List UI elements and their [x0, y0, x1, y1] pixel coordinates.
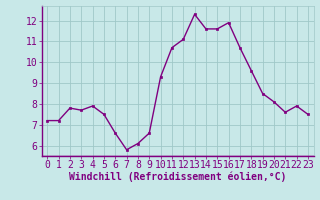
X-axis label: Windchill (Refroidissement éolien,°C): Windchill (Refroidissement éolien,°C)	[69, 172, 286, 182]
